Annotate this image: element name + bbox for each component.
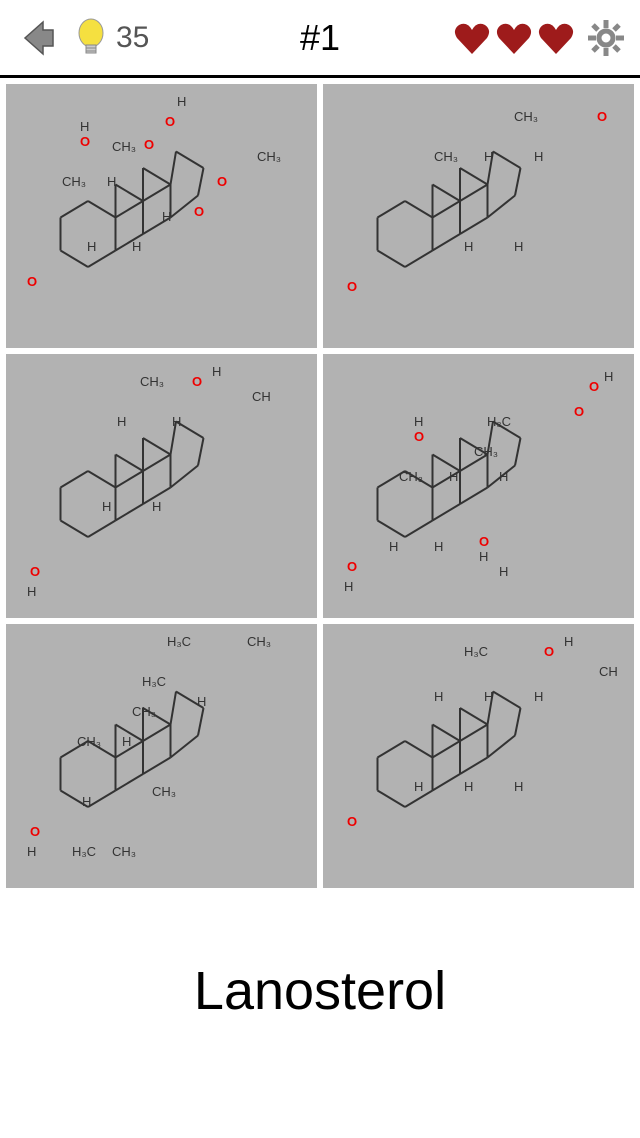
- svg-text:H₃C: H₃C: [167, 634, 191, 649]
- hints-count: 35: [116, 21, 149, 55]
- svg-text:H: H: [434, 539, 443, 554]
- molecule-option-6[interactable]: H₃COHCHHHHHHHO: [323, 624, 634, 888]
- svg-text:H: H: [514, 779, 523, 794]
- svg-text:H: H: [514, 239, 523, 254]
- svg-text:H: H: [172, 414, 181, 429]
- svg-text:CH₃: CH₃: [132, 704, 156, 719]
- svg-text:O: O: [165, 114, 175, 129]
- svg-text:H: H: [162, 209, 171, 224]
- svg-text:O: O: [30, 824, 40, 839]
- svg-text:H₃C: H₃C: [464, 644, 488, 659]
- svg-text:CH₃: CH₃: [474, 444, 498, 459]
- svg-text:O: O: [347, 559, 357, 574]
- svg-text:H: H: [87, 239, 96, 254]
- svg-text:H: H: [604, 369, 613, 384]
- svg-text:CH₃: CH₃: [112, 139, 136, 154]
- lives-container: [452, 18, 576, 58]
- molecule-option-3[interactable]: CH₃OHCHHHHHOH: [6, 354, 317, 618]
- svg-text:O: O: [414, 429, 424, 444]
- svg-text:H: H: [534, 689, 543, 704]
- svg-text:H: H: [534, 149, 543, 164]
- svg-text:H₃C: H₃C: [142, 674, 166, 689]
- molecule-option-5[interactable]: H₃CCH₃H₃CHCH₃CH₃HCH₃HH₃CCH₃OH: [6, 624, 317, 888]
- compound-name: Lanosterol: [0, 960, 640, 1022]
- back-button[interactable]: [10, 13, 60, 63]
- svg-text:H: H: [152, 499, 161, 514]
- svg-text:O: O: [144, 137, 154, 152]
- svg-text:H: H: [212, 364, 221, 379]
- svg-text:H: H: [102, 499, 111, 514]
- svg-text:H: H: [434, 689, 443, 704]
- svg-text:O: O: [347, 814, 357, 829]
- svg-text:H: H: [107, 174, 116, 189]
- svg-text:H: H: [122, 734, 131, 749]
- svg-text:H: H: [344, 579, 353, 594]
- settings-button[interactable]: [582, 14, 630, 62]
- heart-icon: [452, 18, 492, 58]
- svg-text:CH₃: CH₃: [77, 734, 101, 749]
- svg-text:CH₃: CH₃: [434, 149, 458, 164]
- svg-text:H: H: [414, 414, 423, 429]
- hint-bulb-icon[interactable]: [70, 17, 112, 59]
- svg-text:O: O: [347, 279, 357, 294]
- svg-text:O: O: [217, 174, 227, 189]
- svg-text:H: H: [117, 414, 126, 429]
- svg-text:H: H: [464, 779, 473, 794]
- svg-text:H: H: [484, 149, 493, 164]
- svg-text:H: H: [27, 584, 36, 599]
- svg-text:CH₃: CH₃: [62, 174, 86, 189]
- svg-text:CH₃: CH₃: [140, 374, 164, 389]
- svg-text:O: O: [27, 274, 37, 289]
- svg-text:H: H: [82, 794, 91, 809]
- molecule-grid: HOHOOCH₃CH₃OOCH₃HHHHO CH₃OCH₃HHHHO CH₃OH…: [0, 78, 640, 894]
- molecule-option-1[interactable]: HOHOOCH₃CH₃OOCH₃HHHHO: [6, 84, 317, 348]
- svg-text:H: H: [177, 94, 186, 109]
- svg-text:H: H: [197, 694, 206, 709]
- svg-text:O: O: [589, 379, 599, 394]
- svg-text:O: O: [597, 109, 607, 124]
- heart-icon: [494, 18, 534, 58]
- svg-text:CH₃: CH₃: [257, 149, 281, 164]
- svg-text:CH: CH: [252, 389, 271, 404]
- svg-text:H: H: [132, 239, 141, 254]
- svg-text:H: H: [414, 779, 423, 794]
- svg-text:CH₃: CH₃: [399, 469, 423, 484]
- svg-text:H: H: [27, 844, 36, 859]
- svg-text:O: O: [30, 564, 40, 579]
- svg-text:CH₃: CH₃: [514, 109, 538, 124]
- svg-text:H: H: [499, 469, 508, 484]
- svg-text:H₃C: H₃C: [487, 414, 511, 429]
- svg-text:CH₃: CH₃: [247, 634, 271, 649]
- svg-text:H₃C: H₃C: [72, 844, 96, 859]
- svg-text:O: O: [192, 374, 202, 389]
- svg-text:O: O: [194, 204, 204, 219]
- svg-text:H: H: [80, 119, 89, 134]
- svg-text:CH₃: CH₃: [152, 784, 176, 799]
- molecule-option-2[interactable]: CH₃ O CH₃ H H H H O: [323, 84, 634, 348]
- svg-text:H: H: [464, 239, 473, 254]
- svg-text:H: H: [499, 564, 508, 579]
- svg-text:H: H: [484, 689, 493, 704]
- svg-text:H: H: [389, 539, 398, 554]
- svg-text:H: H: [449, 469, 458, 484]
- svg-text:H: H: [564, 634, 573, 649]
- svg-text:O: O: [80, 134, 90, 149]
- question-number: #1: [300, 17, 340, 59]
- svg-text:H: H: [479, 549, 488, 564]
- molecule-option-4[interactable]: OHOH₃CHOCH₃CH₃HHHHHOHOH: [323, 354, 634, 618]
- svg-text:CH₃: CH₃: [112, 844, 136, 859]
- svg-text:O: O: [544, 644, 554, 659]
- svg-text:CH: CH: [599, 664, 618, 679]
- heart-icon: [536, 18, 576, 58]
- svg-text:O: O: [574, 404, 584, 419]
- svg-text:O: O: [479, 534, 489, 549]
